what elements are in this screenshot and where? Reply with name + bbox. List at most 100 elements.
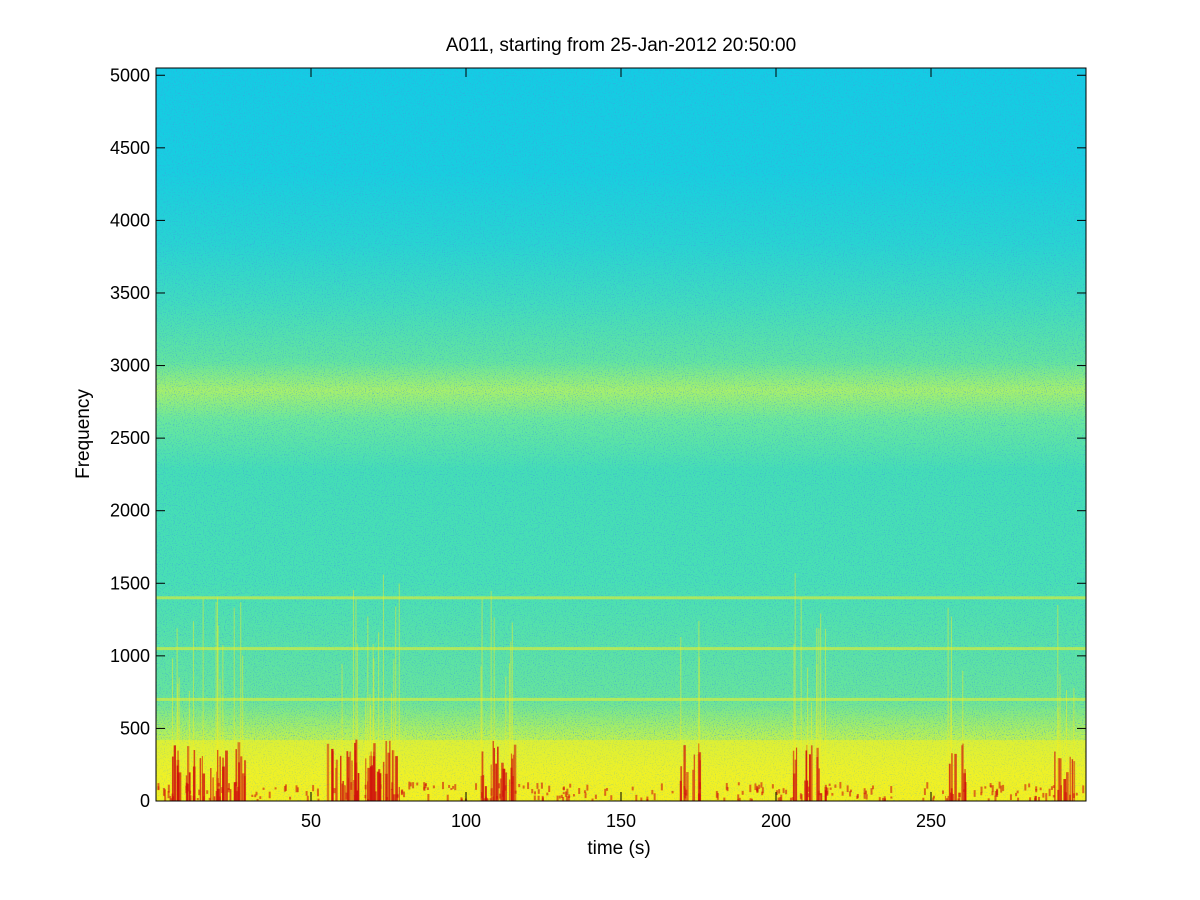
low-frequency-speckle xyxy=(771,784,774,789)
low-frequency-speckle xyxy=(367,798,370,801)
transient-harmonic xyxy=(1059,674,1061,759)
low-frequency-speckle xyxy=(499,793,502,799)
transient-streak xyxy=(501,762,504,801)
low-frequency-speckle xyxy=(396,795,399,799)
low-frequency-speckle xyxy=(350,782,353,790)
transient-harmonic xyxy=(962,670,964,744)
low-frequency-speckle xyxy=(683,786,686,789)
transient-streak xyxy=(513,744,517,801)
transient-streak xyxy=(387,752,390,801)
y-axis: 0 500 1000 1500 2000 2500 3000 3500 4000 4500 5000 xyxy=(110,65,1086,811)
transient-harmonic xyxy=(369,694,371,756)
low-frequency-speckle xyxy=(932,797,935,801)
low-frequency-speckle xyxy=(540,782,543,789)
low-frequency-speckle xyxy=(427,794,430,801)
low-frequency-speckle xyxy=(998,781,1001,789)
low-frequency-speckle xyxy=(489,798,492,801)
transient-streak xyxy=(235,749,237,801)
transient-streak xyxy=(349,751,352,801)
low-frequency-speckle xyxy=(758,784,761,789)
x-tick-label: 250 xyxy=(916,811,946,831)
low-frequency-speckle xyxy=(312,785,315,792)
low-frequency-speckle xyxy=(991,791,994,796)
low-frequency-speckle xyxy=(185,785,188,794)
low-frequency-speckle xyxy=(316,788,319,797)
low-frequency-speckle xyxy=(882,797,885,801)
low-frequency-speckle xyxy=(567,796,570,801)
transient-streak xyxy=(237,742,241,801)
transient-harmonic xyxy=(355,598,357,740)
transient-streak xyxy=(374,791,377,801)
transient-streak xyxy=(490,764,492,801)
transient-streak xyxy=(348,777,350,801)
low-frequency-speckle xyxy=(289,796,292,800)
low-frequency-speckle xyxy=(807,793,810,798)
transient-streak xyxy=(502,768,506,801)
low-frequency-speckle xyxy=(296,787,299,793)
low-frequency-speckle xyxy=(778,789,781,794)
low-frequency-speckle xyxy=(716,792,719,800)
low-frequency-speckle xyxy=(426,787,429,790)
low-frequency-speckle xyxy=(442,781,445,790)
low-frequency-speckle xyxy=(749,784,752,793)
low-frequency-speckle xyxy=(591,798,594,801)
low-frequency-speckle xyxy=(779,797,782,801)
transient-streak xyxy=(367,767,370,801)
transient-streak xyxy=(373,743,376,801)
low-frequency-speckle xyxy=(162,788,165,796)
low-frequency-speckle xyxy=(660,783,663,791)
transient-streak xyxy=(340,755,342,801)
low-frequency-speckle xyxy=(683,788,686,795)
transient-streak xyxy=(356,790,359,801)
low-frequency-speckle xyxy=(1052,785,1055,789)
low-frequency-speckle xyxy=(572,794,575,797)
low-frequency-speckle xyxy=(565,796,568,801)
low-frequency-speckle xyxy=(849,789,852,793)
low-frequency-speckle xyxy=(1038,796,1041,801)
low-frequency-speckle xyxy=(926,782,929,789)
transient-streak xyxy=(212,777,214,801)
transient-harmonic xyxy=(947,607,949,796)
transient-harmonic xyxy=(816,664,818,748)
low-frequency-speckle xyxy=(945,798,948,801)
low-frequency-speckle xyxy=(1039,787,1042,791)
low-frequency-speckle xyxy=(562,792,565,795)
low-frequency-speckle xyxy=(1068,794,1071,801)
low-frequency-speckle xyxy=(980,786,983,794)
transient-harmonic xyxy=(1066,690,1068,773)
low-frequency-speckle xyxy=(651,789,654,795)
low-frequency-speckle xyxy=(1017,797,1020,801)
low-frequency-speckle xyxy=(957,792,960,798)
low-frequency-speckle xyxy=(208,797,211,801)
transient-streak xyxy=(511,758,514,801)
low-frequency-speckle xyxy=(1029,797,1032,801)
low-frequency-speckle xyxy=(725,783,728,790)
y-tick-label: 0 xyxy=(140,791,150,811)
low-frequency-speckle xyxy=(987,798,990,801)
low-frequency-speckle xyxy=(345,792,348,800)
transient-streak xyxy=(692,769,695,801)
low-frequency-speckle xyxy=(646,796,649,801)
transient-streak xyxy=(824,790,827,801)
transient-harmonic xyxy=(341,663,343,784)
low-frequency-speckle xyxy=(569,783,572,788)
transient-harmonic xyxy=(372,644,374,757)
tonal-line xyxy=(156,596,1086,600)
transient-harmonic xyxy=(510,641,512,768)
low-frequency-speckle xyxy=(412,782,415,789)
low-frequency-speckle xyxy=(283,786,286,792)
transient-harmonic xyxy=(395,606,397,757)
transient-streak xyxy=(810,745,813,801)
low-frequency-speckle xyxy=(994,795,997,801)
transient-streak xyxy=(686,772,689,801)
low-frequency-speckle xyxy=(951,794,954,801)
low-frequency-speckle xyxy=(980,792,983,796)
transient-streak xyxy=(806,744,808,801)
transient-harmonic xyxy=(820,613,822,794)
low-frequency-speckle xyxy=(760,782,763,788)
low-frequency-speckle xyxy=(834,784,837,788)
low-frequency-speckle xyxy=(536,783,539,789)
transient-harmonic xyxy=(367,616,369,768)
low-frequency-speckle xyxy=(255,791,258,796)
